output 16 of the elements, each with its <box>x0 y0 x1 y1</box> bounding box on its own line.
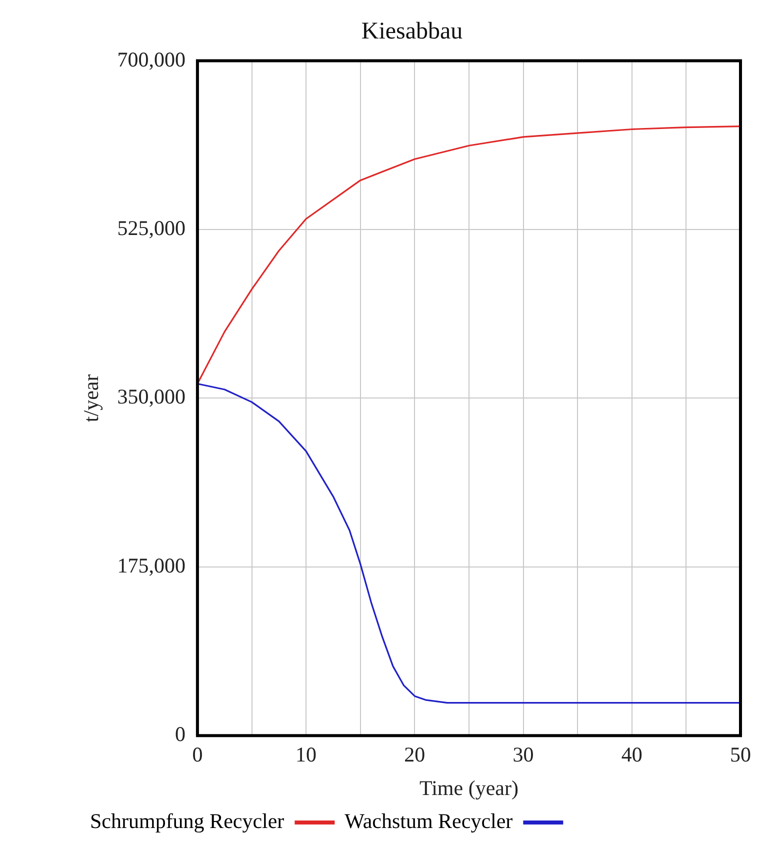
x-tick-label: 40 <box>621 742 642 767</box>
x-tick-label: 10 <box>296 742 317 767</box>
x-tick-label: 30 <box>512 742 534 767</box>
y-tick-label: 175,000 <box>117 553 186 578</box>
legend-label: Schrumpfung Recycler <box>90 809 284 834</box>
y-tick-label: 525,000 <box>117 216 186 240</box>
x-tick-label: 20 <box>404 742 426 767</box>
chart-title: Kiesabbau <box>361 18 463 45</box>
legend-label: Wachstum Recycler <box>344 809 513 834</box>
y-tick-label: 0 <box>174 722 186 746</box>
x-axis-title: Time (year) <box>420 776 518 800</box>
x-tick-label: 0 <box>192 742 203 767</box>
x-tick-label: 50 <box>730 742 751 767</box>
y-tick-label: 350,000 <box>117 384 186 409</box>
y-axis-title: t/year <box>79 374 104 422</box>
y-tick-label: 700,000 <box>117 47 186 72</box>
